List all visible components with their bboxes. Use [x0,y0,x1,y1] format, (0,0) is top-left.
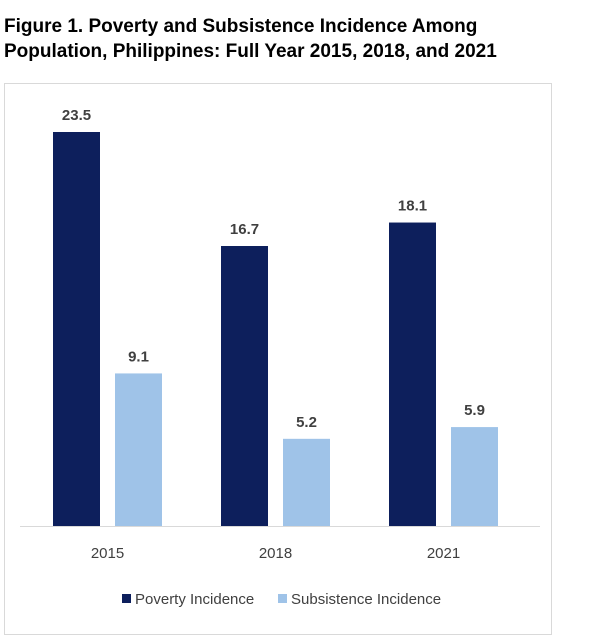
legend-swatch-poverty [122,594,131,603]
figure-title-line-2: Population, Philippines: Full Year 2015,… [4,41,497,62]
bar-subsistence-2015 [115,373,162,526]
data-label-subsistence-2015: 9.1 [128,348,149,365]
data-label-subsistence-2021: 5.9 [464,402,485,419]
x-tick-label-2015: 2015 [91,545,124,562]
bar-poverty-2018 [221,246,268,526]
legend-label-poverty: Poverty Incidence [135,591,254,608]
legend-label-subsistence: Subsistence Incidence [291,591,441,608]
bar-subsistence-2021 [451,427,498,526]
data-label-poverty-2018: 16.7 [230,221,259,238]
figure-title-line-1: Figure 1. Poverty and Subsistence Incide… [4,16,478,37]
legend-swatch-subsistence [278,594,287,603]
figure-title: Figure 1. Poverty and Subsistence Incide… [4,14,584,64]
bar-poverty-2015 [53,132,100,526]
bar-subsistence-2018 [283,438,330,526]
bar-poverty-2021 [389,222,436,526]
chart-frame [4,83,552,635]
data-label-poverty-2015: 23.5 [62,107,91,124]
data-label-poverty-2021: 18.1 [398,198,427,215]
x-tick-label-2021: 2021 [427,545,460,562]
x-tick-label-2018: 2018 [259,545,292,562]
data-label-subsistence-2018: 5.2 [296,414,317,431]
